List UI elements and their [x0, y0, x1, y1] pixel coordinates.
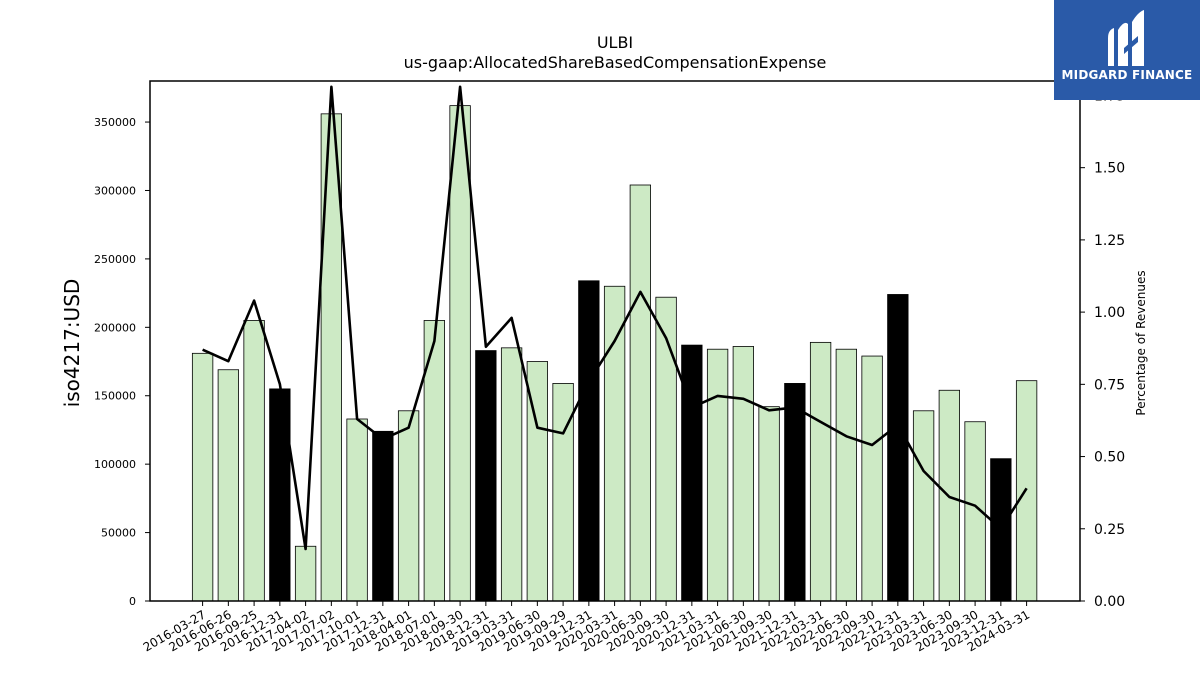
- bar: [809, 341, 832, 602]
- y-tick-label-right: 1.50: [1094, 161, 1125, 177]
- bar: [1015, 380, 1038, 602]
- bar: [835, 348, 857, 602]
- line-layer: [202, 85, 1028, 551]
- y-axis-label-left: iso4217:USD: [60, 279, 84, 408]
- y-tick-label-right: 0.25: [1094, 522, 1125, 538]
- bar: [603, 285, 626, 602]
- bar: [784, 383, 806, 602]
- bar: [346, 418, 368, 602]
- y-tick-label-left: 0: [129, 595, 136, 608]
- bar: [475, 350, 497, 602]
- bar: [681, 344, 703, 602]
- chart-subtitle: us-gaap:AllocatedShareBasedCompensationE…: [404, 53, 827, 72]
- y-tick-label-left: 250000: [94, 253, 136, 266]
- bar: [912, 410, 935, 602]
- bar: [294, 545, 317, 602]
- y-tick-label-right: 1.25: [1094, 233, 1125, 249]
- bar: [629, 184, 651, 602]
- bar: [655, 296, 677, 602]
- bar: [578, 280, 600, 602]
- bar: [732, 346, 754, 602]
- bar: [217, 369, 240, 602]
- bar: [191, 352, 214, 602]
- bar: [706, 348, 729, 602]
- bar: [243, 320, 265, 602]
- brand-name: MIDGARD FINANCE: [1061, 68, 1193, 82]
- axes-layer: 0 50000 100000 150000 200000 250000 300000 3500…: [94, 88, 1125, 654]
- revenue-percentage-line: [202, 85, 1028, 551]
- bar: [887, 294, 909, 602]
- y-tick-label-right: 0.75: [1094, 377, 1125, 393]
- y-tick-label-left: 300000: [94, 184, 136, 197]
- bar: [372, 430, 394, 602]
- chart-title: ULBI: [597, 33, 633, 52]
- bar: [269, 388, 291, 602]
- y-tick-label-left: 100000: [94, 458, 136, 471]
- y-tick-label-right: 1.00: [1094, 305, 1125, 321]
- bar: [397, 410, 420, 602]
- bar: [500, 347, 523, 602]
- y-tick-label-left: 50000: [101, 527, 136, 540]
- brand-logo: MIDGARD FINANCE: [1054, 0, 1200, 100]
- bars-layer: [191, 105, 1038, 602]
- y-tick-label-left: 350000: [94, 116, 136, 129]
- y-tick-label-left: 200000: [94, 321, 136, 334]
- bar: [758, 406, 780, 602]
- bar: [449, 105, 471, 602]
- bar: [861, 355, 883, 602]
- y-tick-label-left: 150000: [94, 390, 136, 403]
- midgard-logo-icon: [1108, 10, 1144, 66]
- y-axis-label-right: Percentage of Revenues: [1134, 270, 1148, 415]
- y-tick-label-right: 0.00: [1094, 594, 1125, 610]
- y-tick-label-right: 0.50: [1094, 450, 1125, 466]
